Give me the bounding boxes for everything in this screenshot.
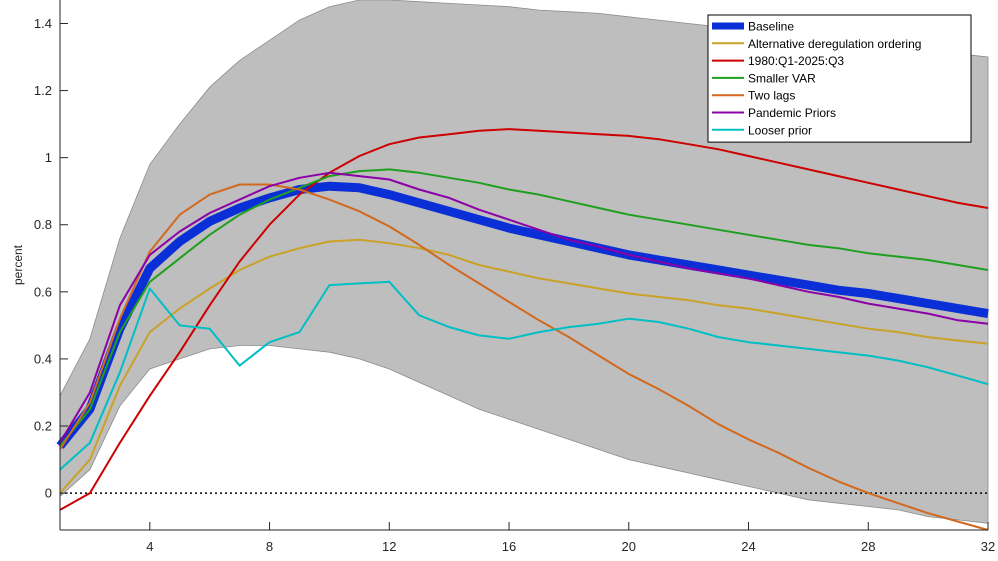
x-tick-label: 20 bbox=[622, 539, 636, 554]
series-line-4 bbox=[59, 183, 989, 531]
legend-label: Looser prior bbox=[748, 123, 812, 137]
legend-label: Alternative deregulation ordering bbox=[748, 37, 921, 51]
series-line-0 bbox=[56, 181, 989, 449]
y-tick-label: 1 bbox=[45, 150, 52, 165]
axes: 4 8 12 16 20 24 28 32 0 0.2 0.4 0.6 0.8 1 1.2 1.4 bbox=[34, 0, 995, 554]
series-line-1 bbox=[59, 238, 989, 494]
legend-label: Smaller VAR bbox=[748, 71, 816, 85]
series-line-3 bbox=[59, 168, 989, 447]
legend: Baseline Alternative deregulation orderin… bbox=[707, 14, 972, 143]
series-line-5 bbox=[59, 171, 989, 444]
legend-label: 1980:Q1-2025:Q3 bbox=[748, 54, 844, 68]
x-tick-label: 4 bbox=[146, 539, 153, 554]
series-line-6 bbox=[59, 280, 989, 471]
y-tick-label: 0 bbox=[45, 486, 52, 501]
y-tick-label: 1.2 bbox=[34, 83, 52, 98]
x-tick-label: 8 bbox=[266, 539, 273, 554]
y-tick-label: 0.6 bbox=[34, 284, 52, 299]
y-tick-label: 0.8 bbox=[34, 217, 52, 232]
legend-label: Two lags bbox=[748, 89, 795, 103]
x-tick-label: 24 bbox=[741, 539, 755, 554]
series-line-2 bbox=[59, 128, 989, 511]
legend-label: Baseline bbox=[748, 20, 794, 34]
x-tick-label: 32 bbox=[981, 539, 995, 554]
legend-box bbox=[707, 14, 972, 143]
y-tick-label: 0.4 bbox=[34, 351, 52, 366]
y-axis-label: percent bbox=[11, 244, 25, 285]
y-tick-label: 1.4 bbox=[34, 16, 52, 31]
y-tick-label: 0.2 bbox=[34, 419, 52, 434]
x-tick-label: 16 bbox=[502, 539, 516, 554]
x-tick-label: 12 bbox=[382, 539, 396, 554]
legend-label: Pandemic Priors bbox=[748, 106, 836, 120]
series-layer bbox=[56, 128, 989, 531]
x-tick-label: 28 bbox=[861, 539, 875, 554]
